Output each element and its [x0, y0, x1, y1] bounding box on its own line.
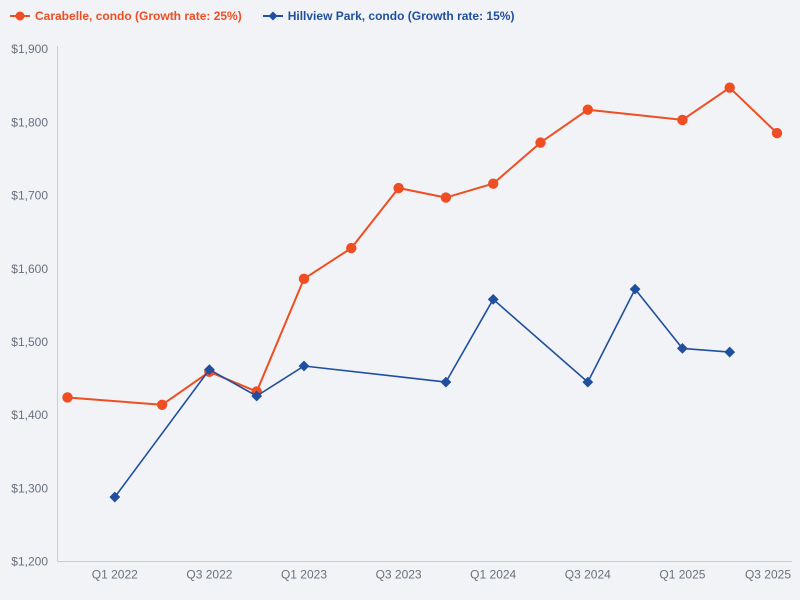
data-point-marker[interactable] [724, 346, 736, 358]
y-tick-label: $1,400 [11, 408, 48, 422]
data-point-marker[interactable] [487, 293, 499, 305]
data-point-marker[interactable] [582, 104, 593, 115]
x-tick-label: Q3 2022 [186, 568, 232, 582]
data-point-marker[interactable] [62, 392, 73, 403]
data-point-marker[interactable] [535, 137, 546, 148]
legend-label-carabelle: Carabelle, condo (Growth rate: 25%) [35, 9, 242, 23]
circle-marker-icon [10, 11, 30, 21]
y-tick-label: $1,500 [11, 335, 48, 349]
diamond-marker-icon [262, 11, 283, 21]
data-point-marker[interactable] [298, 273, 310, 285]
series-line-carabelle [66, 86, 778, 406]
x-tick-label: Q1 2022 [92, 568, 138, 582]
y-tick-label: $1,300 [11, 481, 48, 495]
y-tick-label: $1,700 [11, 189, 48, 203]
x-tick-label: Q3 2024 [565, 568, 611, 582]
data-point-marker[interactable] [440, 192, 452, 203]
data-point-marker[interactable] [251, 390, 263, 402]
data-point-marker[interactable] [393, 182, 404, 194]
legend-item-carabelle[interactable]: Carabelle, condo (Growth rate: 25%) [10, 9, 242, 23]
legend-item-hillview[interactable]: Hillview Park, condo (Growth rate: 15%) [262, 9, 515, 23]
y-tick-label: $1,800 [11, 115, 48, 129]
data-point-marker[interactable] [629, 283, 641, 295]
data-point-marker[interactable] [109, 491, 121, 503]
data-point-marker[interactable] [582, 376, 594, 388]
chart-legend: Carabelle, condo (Growth rate: 25%) Hill… [10, 9, 514, 23]
data-point-marker[interactable] [724, 82, 735, 93]
x-tick-label: Q1 2024 [470, 568, 516, 582]
y-tick-label: $1,200 [11, 555, 48, 569]
legend-label-hillview: Hillview Park, condo (Growth rate: 15%) [287, 9, 515, 23]
x-tick-label: Q1 2025 [659, 568, 705, 582]
y-tick-label: $1,900 [11, 42, 48, 56]
data-point-marker[interactable] [771, 127, 783, 139]
data-point-marker[interactable] [677, 343, 688, 354]
y-tick-label: $1,600 [11, 262, 48, 276]
data-point-marker[interactable] [298, 360, 310, 372]
x-tick-label: Q3 2025 [745, 568, 791, 582]
x-tick-label: Q1 2023 [281, 568, 327, 582]
data-point-marker[interactable] [677, 114, 688, 126]
data-point-marker[interactable] [346, 242, 357, 254]
data-point-marker[interactable] [156, 399, 168, 410]
data-point-marker[interactable] [488, 178, 499, 189]
series-line-hillview [114, 288, 731, 498]
data-point-marker[interactable] [204, 364, 215, 376]
x-tick-label: Q3 2023 [376, 568, 422, 582]
data-point-marker[interactable] [440, 376, 452, 388]
